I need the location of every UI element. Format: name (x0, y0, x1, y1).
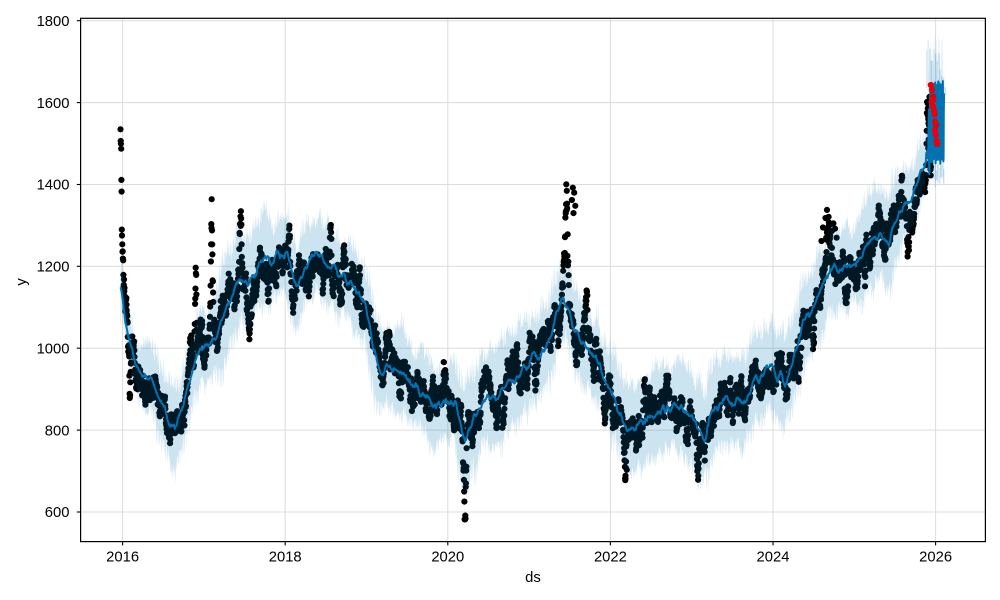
svg-text:2024: 2024 (757, 550, 790, 566)
svg-text:1200: 1200 (37, 260, 70, 276)
svg-text:600: 600 (45, 505, 70, 521)
svg-text:y: y (14, 278, 30, 286)
svg-text:2020: 2020 (431, 550, 464, 566)
svg-text:2022: 2022 (594, 550, 627, 566)
svg-text:2026: 2026 (919, 550, 952, 566)
svg-text:1400: 1400 (37, 178, 70, 194)
svg-text:1800: 1800 (37, 14, 70, 30)
svg-text:2018: 2018 (269, 550, 302, 566)
svg-text:ds: ds (525, 570, 541, 586)
svg-text:800: 800 (45, 423, 70, 439)
svg-text:1600: 1600 (37, 96, 70, 112)
svg-text:2016: 2016 (106, 550, 139, 566)
svg-text:1000: 1000 (37, 341, 70, 357)
